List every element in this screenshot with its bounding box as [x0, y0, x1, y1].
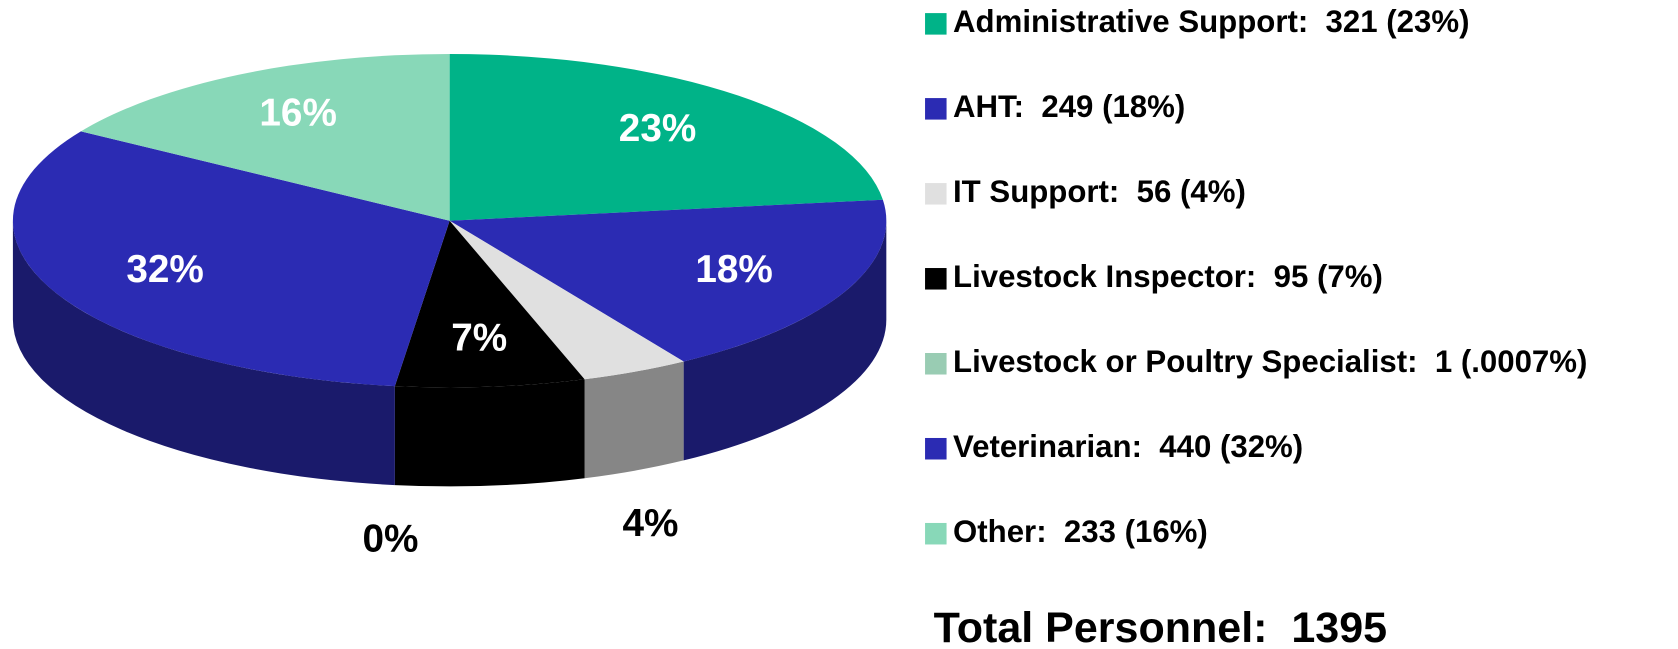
legend-swatch [925, 522, 947, 545]
legend-label: Livestock Inspector: 95 (7%) [953, 259, 1383, 294]
legend-label: Other: 233 (16%) [953, 514, 1208, 549]
pie-slice [449, 199, 887, 362]
pie-side [683, 220, 887, 461]
legend-label: AHT: 249 (18%) [953, 89, 1185, 124]
legend-swatch [925, 353, 947, 375]
pie-slice [80, 53, 450, 221]
pie-side [584, 361, 684, 479]
legend-label: Veterinarian: 440 (32%) [953, 429, 1303, 464]
slice-label: 23% [619, 107, 697, 150]
legend-swatch [925, 98, 947, 120]
legend-swatch [925, 437, 947, 460]
legend-label: Administrative Support: 321 (23%) [953, 4, 1469, 39]
legend-swatch [925, 268, 947, 290]
slice-label: 7% [451, 316, 507, 359]
slice-label: 0% [363, 518, 419, 561]
legend-swatch [925, 183, 947, 205]
pie-slice [12, 131, 450, 387]
pie-side [12, 220, 395, 486]
total-annotation: Total Personnel: 1395 [934, 604, 1387, 649]
pie-side [394, 379, 585, 487]
legend-label: Livestock or Poultry Specialist: 1 (.000… [953, 344, 1587, 379]
legend-label: IT Support: 56 (4%) [953, 174, 1246, 209]
pie-slice [394, 220, 585, 388]
pie-slice [449, 220, 684, 380]
legend-swatch [925, 13, 947, 35]
slice-label: 18% [695, 248, 773, 291]
slice-label: 16% [259, 92, 337, 135]
slice-label: 32% [126, 248, 204, 291]
slice-label: 4% [622, 502, 678, 545]
pie-slice [449, 53, 883, 221]
